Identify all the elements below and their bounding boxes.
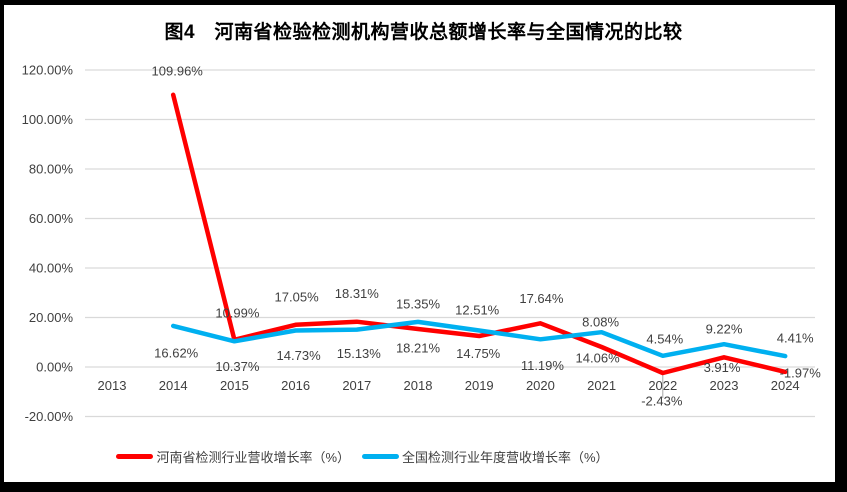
series-line-national: [170, 319, 788, 359]
x-axis-tick-label: 2014: [159, 378, 188, 393]
y-axis-tick-label: 60.00%: [29, 211, 74, 226]
x-axis-tick-label: 2018: [404, 378, 433, 393]
x-axis-tick-label: 2024: [771, 378, 800, 393]
y-axis-tick-label: 0.00%: [36, 360, 73, 375]
data-label: 8.08%: [582, 315, 619, 330]
data-label: 3.91%: [704, 360, 741, 375]
y-axis-tick-label: 40.00%: [29, 261, 74, 276]
y-axis-tick-label: 20.00%: [29, 310, 74, 325]
x-axis-tick-label: 2020: [526, 378, 555, 393]
series-line-henan: [170, 92, 788, 376]
data-label: 11.19%: [521, 358, 565, 373]
data-label: 15.13%: [337, 346, 382, 361]
chart-title: 图4 河南省检验检测机构营收总额增长率与全国情况的比较: [164, 22, 683, 43]
data-label: 18.21%: [396, 340, 441, 355]
x-axis-tick-label: 2013: [98, 378, 127, 393]
data-label: 17.05%: [275, 289, 320, 304]
data-label: 4.54%: [646, 331, 683, 346]
data-label: 15.35%: [396, 297, 441, 312]
legend-line-swatch-henan: [116, 454, 154, 459]
legend-line-swatch-national: [362, 454, 399, 459]
data-label: 12.51%: [455, 303, 500, 318]
legend-label-henan: 河南省检测行业营收增长率（%）: [156, 450, 350, 465]
data-label: 14.73%: [277, 348, 322, 363]
data-label: 9.22%: [706, 322, 743, 337]
x-axis-tick-label: 2023: [710, 378, 739, 393]
data-label: 10.99%: [215, 305, 260, 320]
data-label: 4.41%: [777, 331, 814, 346]
x-axis-tick-label: 2021: [587, 378, 616, 393]
legend: 河南省检测行业营收增长率（%） 全国检测行业年度营收增长率（%）: [0, 447, 847, 466]
data-label: 16.62%: [154, 345, 199, 360]
x-axis-tick-label: 2015: [220, 378, 249, 393]
legend-item-national: 全国检测行业年度营收增长率（%）: [362, 447, 609, 466]
data-label: 14.06%: [576, 351, 621, 366]
data-label: -2.43%: [641, 394, 683, 409]
data-label: 14.75%: [456, 346, 501, 361]
data-label: 10.37%: [215, 359, 260, 374]
x-axis-tick-label: 2019: [465, 378, 494, 393]
legend-label-national: 全国检测行业年度营收增长率（%）: [402, 450, 609, 465]
y-axis-tick-label: -20.00%: [25, 409, 74, 424]
y-axis-tick-label: 100.00%: [22, 112, 74, 127]
x-axis-tick-label: 2017: [342, 378, 371, 393]
legend-item-henan: 河南省检测行业营收增长率（%）: [116, 447, 350, 466]
data-label: -1.97%: [780, 365, 822, 380]
data-label: 109.96%: [152, 63, 204, 78]
y-axis-tick-label: 120.00%: [22, 63, 74, 78]
data-label: 18.31%: [335, 286, 380, 301]
x-axis-tick-label: 2016: [281, 378, 310, 393]
data-label: 17.64%: [519, 291, 564, 306]
y-axis-tick-label: 80.00%: [29, 162, 74, 177]
